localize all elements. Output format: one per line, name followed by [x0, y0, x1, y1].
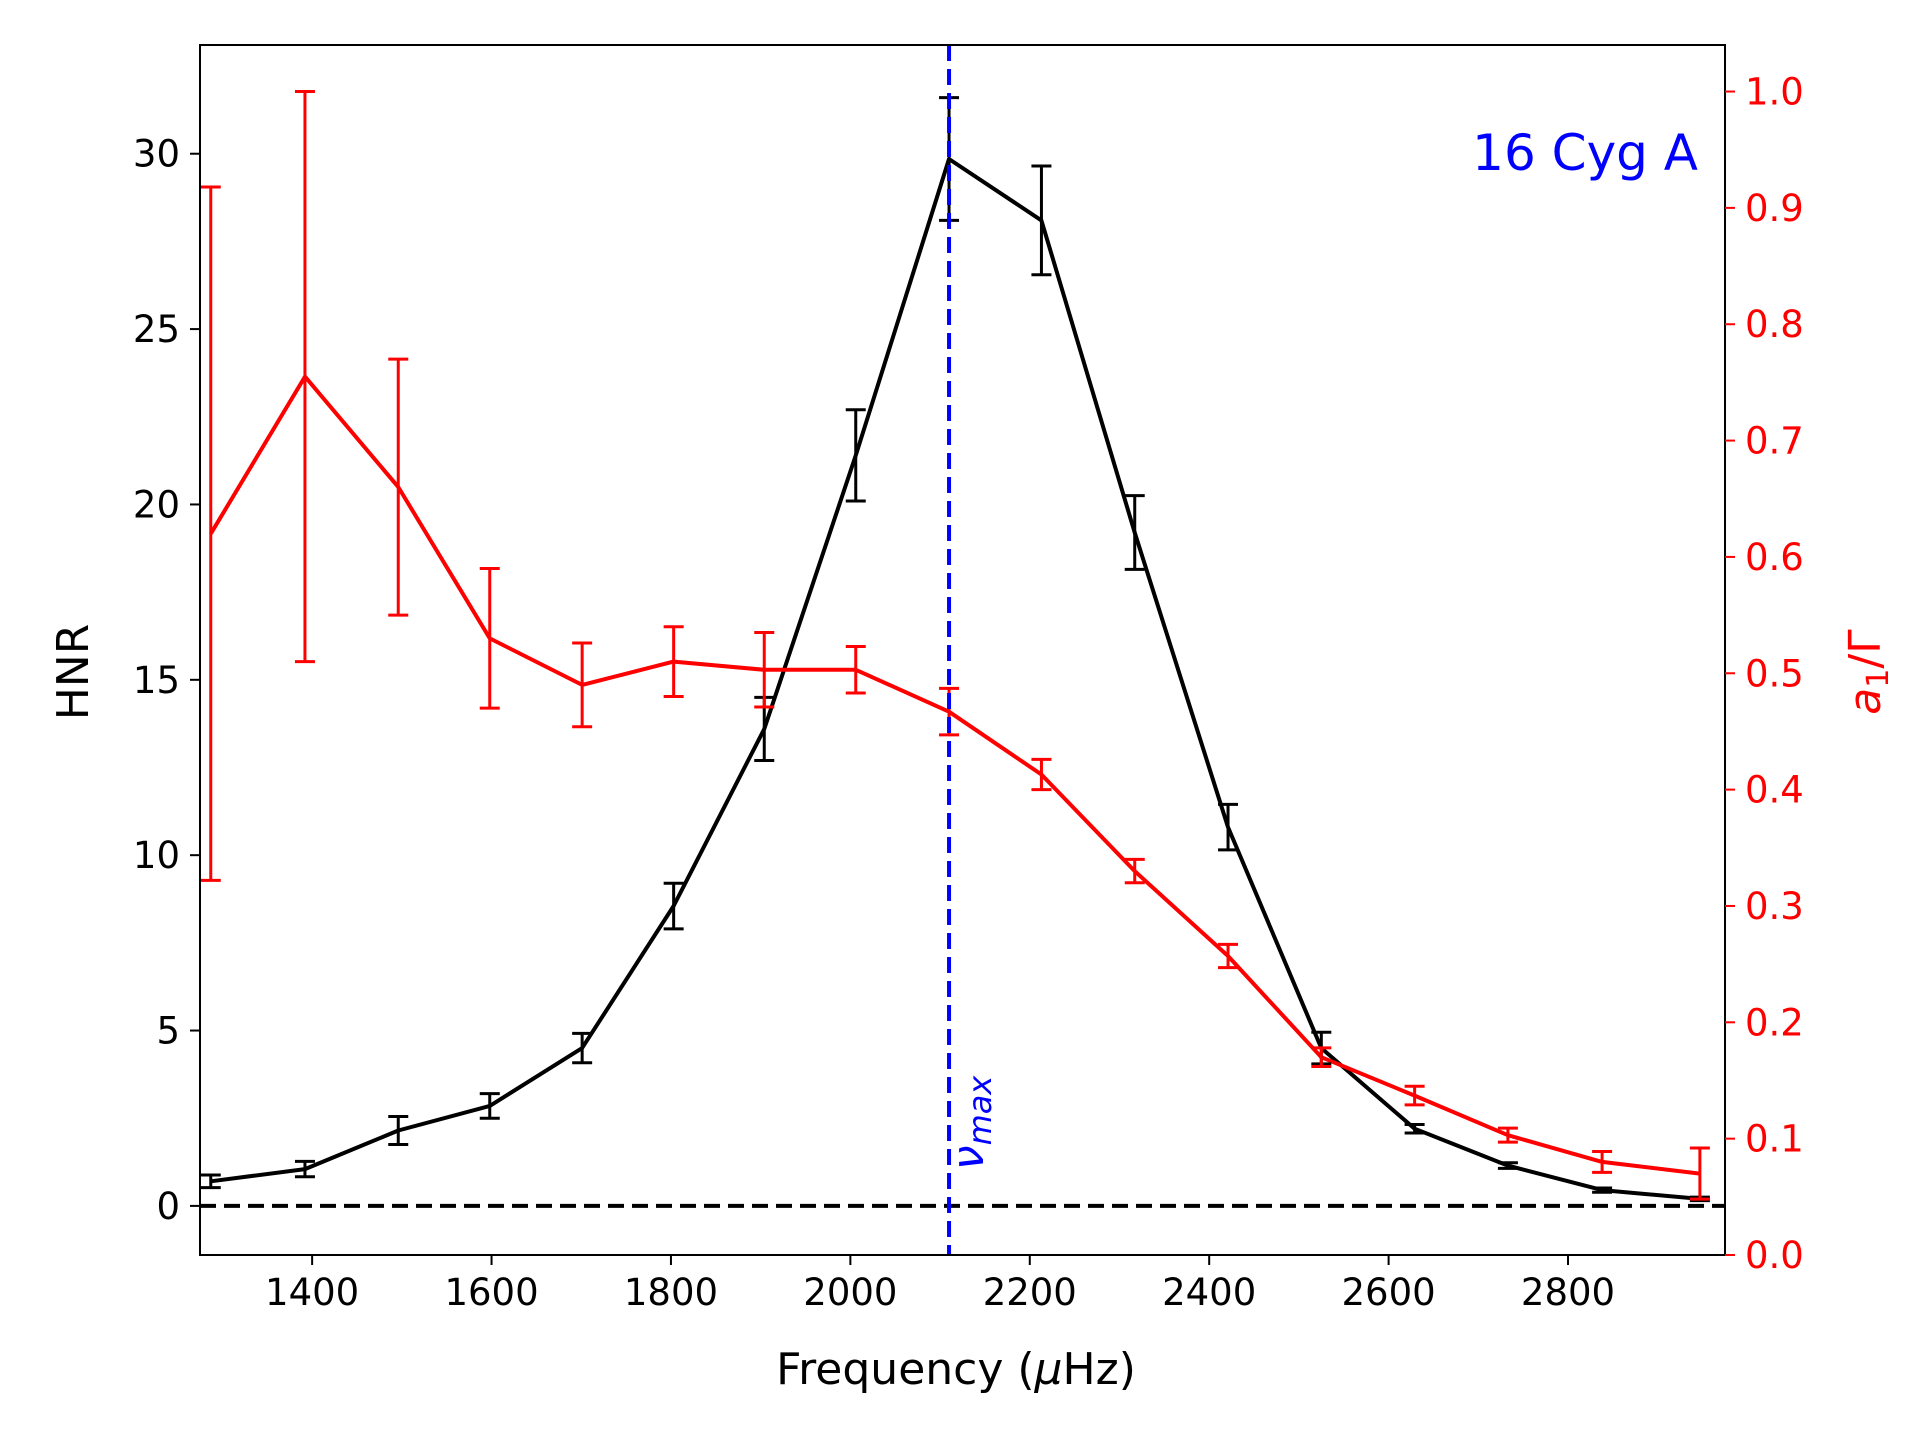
- x-tick-label: 2400: [1162, 1271, 1256, 1314]
- x-axis-label-mu: μ: [1034, 1344, 1063, 1395]
- y2-tick-label: 0.4: [1745, 769, 1804, 812]
- y-tick-label: 30: [133, 133, 180, 176]
- y-axis-right: 0.0 0.1 0.2 0.3 0.4 0.5 0.6 0.7 0.8 0.9 1.0: [1725, 71, 1804, 1277]
- y-tick-label: 5: [156, 1010, 180, 1053]
- x-tick-label: 2800: [1521, 1271, 1615, 1314]
- y2-label-rest: /Γ: [1840, 629, 1891, 669]
- star-annotation: 16 Cyg A: [1472, 124, 1698, 182]
- y2-label-a: a: [1840, 688, 1891, 715]
- y2-tick-label: 0.7: [1745, 420, 1804, 463]
- y2-tick-label: 0.1: [1745, 1118, 1804, 1161]
- x-tick-label: 1400: [265, 1271, 359, 1314]
- y2-tick-label: 0.9: [1745, 187, 1804, 230]
- y-tick-label: 20: [133, 483, 180, 526]
- x-tick-label: 2600: [1342, 1271, 1436, 1314]
- y2-label-sub: 1: [1861, 669, 1896, 688]
- chart-errorbar-layer: [200, 90, 1710, 1203]
- y2-tick-label: 0.2: [1745, 1001, 1804, 1044]
- vline-label-sub: max: [961, 1075, 999, 1146]
- y2-tick-label: 0.6: [1745, 536, 1804, 579]
- x-tick-label: 2000: [803, 1271, 897, 1314]
- x-axis-label-pre: Frequency (: [776, 1344, 1034, 1395]
- x-axis-label-post: Hz): [1063, 1344, 1136, 1395]
- vline-label-nu: ν: [943, 1145, 994, 1170]
- y2-tick-label: 0.3: [1745, 885, 1804, 928]
- x-axis: 1400 1600 1800 2000 2200 2400 2600 2800: [265, 1255, 1615, 1314]
- x-tick-label: 1800: [624, 1271, 718, 1314]
- hnr-series-line: [210, 157, 1701, 1201]
- y2-tick-label: 1.0: [1745, 71, 1804, 114]
- x-tick-label: 1600: [444, 1271, 538, 1314]
- chart-series-layer: [209, 157, 1701, 1201]
- y-tick-label: 25: [133, 308, 180, 351]
- y-tick-label: 0: [156, 1185, 180, 1228]
- y-axis-label-left: HNR: [48, 624, 99, 721]
- plot-frame: [199, 44, 1726, 1256]
- y2-tick-label: 0.5: [1745, 652, 1804, 695]
- y-tick-label: 15: [133, 659, 180, 702]
- y2-tick-label: 0.8: [1745, 303, 1804, 346]
- vline-label: νmax: [943, 1075, 999, 1170]
- y-tick-label: 10: [133, 834, 180, 877]
- x-tick-label: 2200: [983, 1271, 1077, 1314]
- y-axis-label-right: a1/Γ: [1840, 629, 1896, 715]
- y-axis-left: 0 5 10 15 20 25 30: [133, 133, 200, 1228]
- ratio-series-line: [209, 374, 1701, 1176]
- x-axis-label: Frequency (μHz): [776, 1344, 1136, 1395]
- y2-tick-label: 0.0: [1745, 1234, 1804, 1277]
- chart-reference-lines: [200, 45, 1725, 1255]
